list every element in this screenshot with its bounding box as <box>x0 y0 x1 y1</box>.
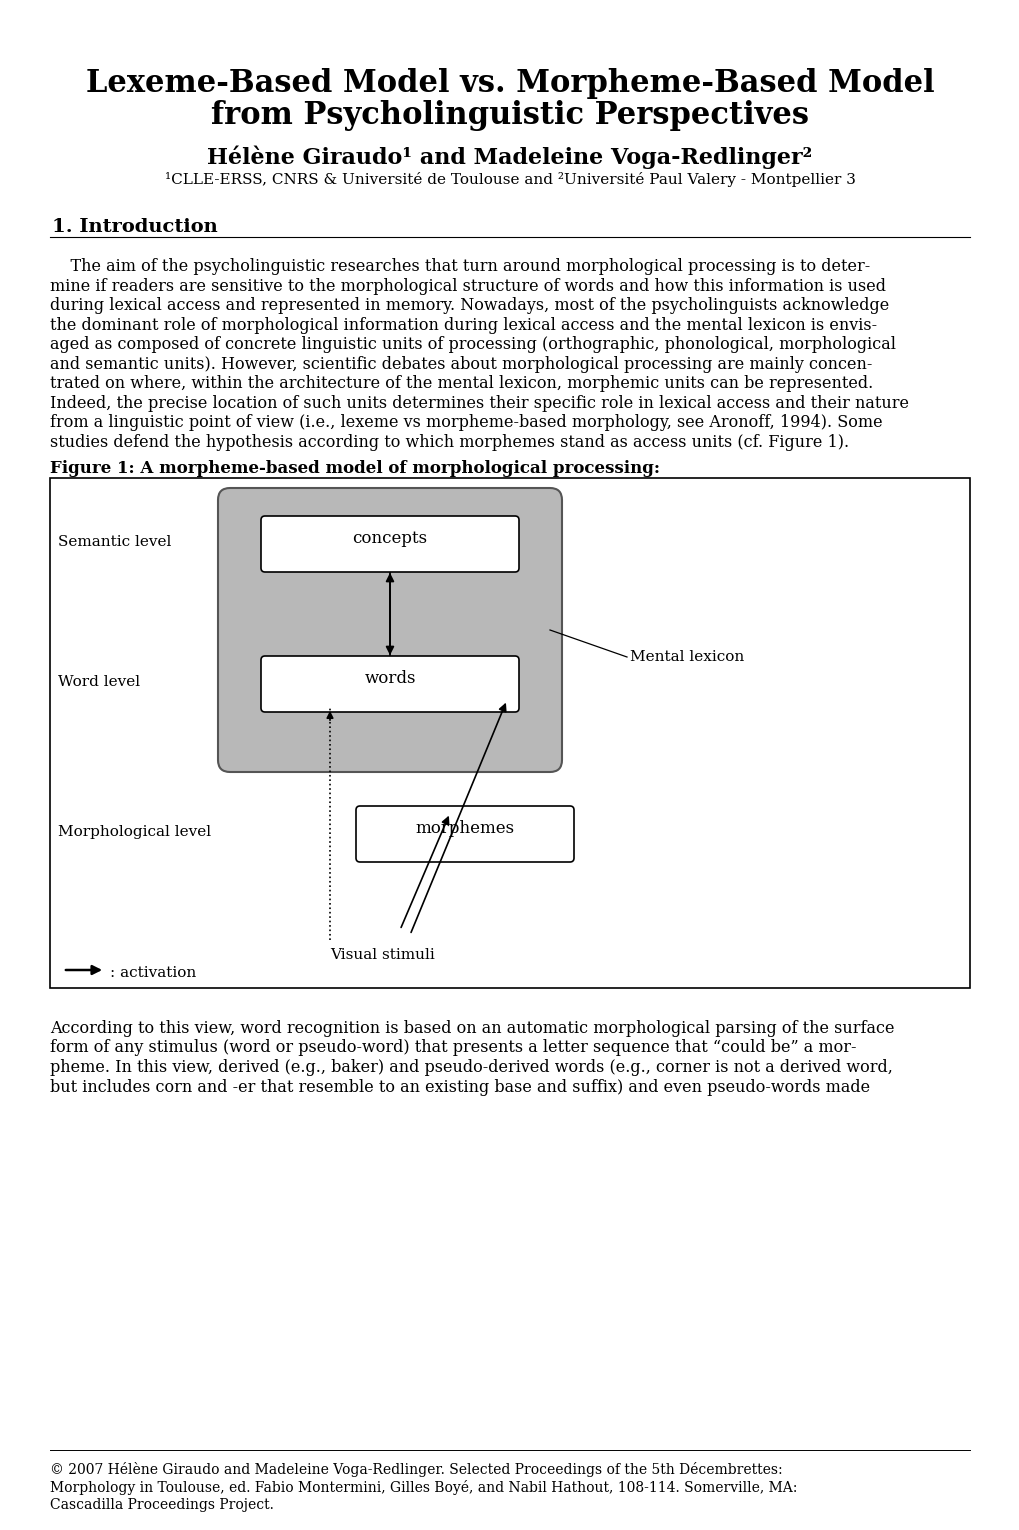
FancyBboxPatch shape <box>356 806 574 861</box>
Text: Cascadilla Proceedings Project.: Cascadilla Proceedings Project. <box>50 1498 274 1512</box>
Bar <box>50 477 969 988</box>
Text: Semantic level: Semantic level <box>58 536 171 549</box>
Text: the dominant role of morphological information during lexical access and the men: the dominant role of morphological infor… <box>50 317 876 334</box>
Text: but includes corn and -er that resemble to an existing base and suffix) and even: but includes corn and -er that resemble … <box>50 1079 869 1095</box>
Text: : activation: : activation <box>110 965 196 981</box>
Text: ¹CLLE-ERSS, CNRS & Université de Toulouse and ²Université Paul Valery - Montpell: ¹CLLE-ERSS, CNRS & Université de Toulous… <box>164 171 855 187</box>
Text: morphemes: morphemes <box>415 820 514 837</box>
Text: Lexeme-Based Model vs. Morpheme-Based Model: Lexeme-Based Model vs. Morpheme-Based Mo… <box>86 67 933 99</box>
Text: and semantic units). However, scientific debates about morphological processing : and semantic units). However, scientific… <box>50 355 871 372</box>
Text: Morphology in Toulouse, ed. Fabio Montermini, Gilles Boyé, and Nabil Hathout, 10: Morphology in Toulouse, ed. Fabio Monter… <box>50 1480 797 1495</box>
Text: Mental lexicon: Mental lexicon <box>630 650 744 664</box>
Text: trated on where, within the architecture of the mental lexicon, morphemic units : trated on where, within the architecture… <box>50 375 872 392</box>
Text: form of any stimulus (word or pseudo-word) that presents a letter sequence that : form of any stimulus (word or pseudo-wor… <box>50 1039 856 1057</box>
Text: concepts: concepts <box>353 529 427 548</box>
Text: words: words <box>364 670 416 687</box>
Text: According to this view, word recognition is based on an automatic morphological : According to this view, word recognition… <box>50 1021 894 1037</box>
Text: Morphological level: Morphological level <box>58 825 211 838</box>
Text: Visual stimuli: Visual stimuli <box>330 949 434 962</box>
Text: Word level: Word level <box>58 675 140 688</box>
Text: aged as composed of concrete linguistic units of processing (orthographic, phono: aged as composed of concrete linguistic … <box>50 337 895 353</box>
Text: from a linguistic point of view (i.e., lexeme vs morpheme-based morphology, see : from a linguistic point of view (i.e., l… <box>50 415 881 431</box>
Text: Indeed, the precise location of such units determines their specific role in lex: Indeed, the precise location of such uni… <box>50 395 908 412</box>
Text: during lexical access and represented in memory. Nowadays, most of the psycholin: during lexical access and represented in… <box>50 297 889 314</box>
Text: Figure 1: A morpheme-based model of morphological processing:: Figure 1: A morpheme-based model of morp… <box>50 461 659 477</box>
Text: Hélène Giraudo¹ and Madeleine Voga-Redlinger²: Hélène Giraudo¹ and Madeleine Voga-Redli… <box>207 145 812 168</box>
Text: mine if readers are sensitive to the morphological structure of words and how th: mine if readers are sensitive to the mor… <box>50 277 886 294</box>
Text: from Psycholinguistic Perspectives: from Psycholinguistic Perspectives <box>211 99 808 132</box>
FancyBboxPatch shape <box>218 488 561 773</box>
Text: The aim of the psycholinguistic researches that turn around morphological proces: The aim of the psycholinguistic research… <box>50 259 869 275</box>
Text: pheme. In this view, derived (e.g., baker) and pseudo-derived words (e.g., corne: pheme. In this view, derived (e.g., bake… <box>50 1059 892 1076</box>
FancyBboxPatch shape <box>261 516 519 572</box>
Text: © 2007 Hélène Giraudo and Madeleine Voga-Redlinger. Selected Proceedings of the : © 2007 Hélène Giraudo and Madeleine Voga… <box>50 1463 782 1476</box>
Text: 1. Introduction: 1. Introduction <box>52 217 217 236</box>
Text: studies defend the hypothesis according to which morphemes stand as access units: studies defend the hypothesis according … <box>50 433 848 450</box>
FancyBboxPatch shape <box>261 656 519 711</box>
